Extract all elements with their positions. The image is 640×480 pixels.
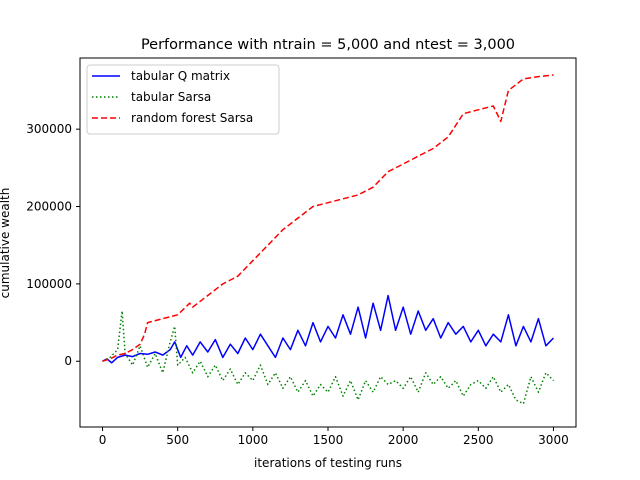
chart-title: Performance with ntrain = 5,000 and ntes… [141,37,515,53]
x-axis-label: iterations of testing runs [254,456,402,470]
y-tick-label: 200000 [26,200,72,214]
x-tick-label: 1000 [238,433,269,447]
y-tick-label: 0 [64,354,72,368]
series-line-3 [102,74,554,362]
x-tick-label: 0 [99,433,107,447]
y-tick-label: 300000 [26,122,72,136]
series-line-1 [102,294,555,364]
y-axis-label: cumulative wealth [0,188,12,299]
x-tick-label: 1500 [313,433,344,447]
x-tick-label: 2000 [388,433,419,447]
x-tick-label: 2500 [463,433,494,447]
x-axis-ticks: 0 500 1000 1500 2000 2500 3000 [99,427,569,447]
x-tick-label: 3000 [538,433,569,447]
legend-label-1: tabular Q matrix [131,69,230,83]
legend-label-2: tabular Sarsa [131,90,211,104]
y-axis-ticks: 0 100000 200000 300000 [26,122,80,368]
legend: tabular Q matrix tabular Sarsa random fore… [86,64,280,135]
series-line-2 [102,310,555,405]
legend-label-3: random forest Sarsa [131,111,253,125]
x-tick-label: 500 [166,433,189,447]
legend-box [86,64,280,135]
y-tick-label: 100000 [26,277,72,291]
